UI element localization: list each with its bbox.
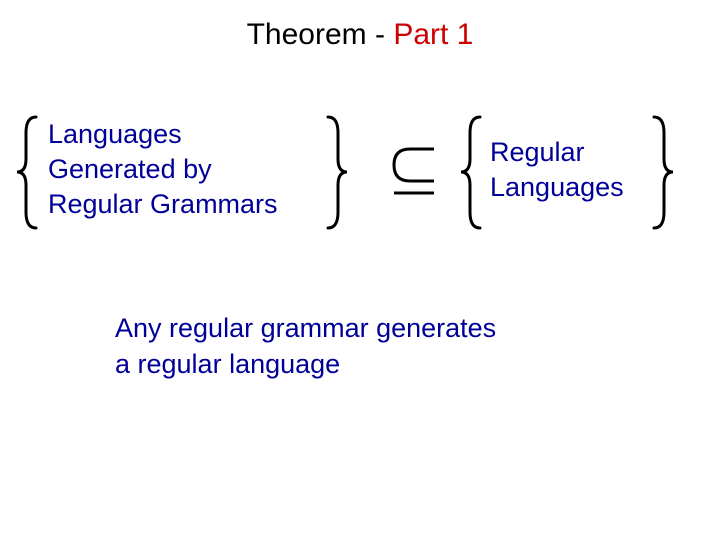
left-set-line2: Generated by (48, 152, 318, 187)
left-set-line3: Regular Grammars (48, 187, 318, 222)
left-set-line1: Languages (48, 117, 318, 152)
right-set-line1: Regular (490, 135, 710, 170)
title-suffix: Part 1 (393, 18, 473, 51)
right-set-text: Regular Languages (490, 135, 710, 205)
right-brace-open-icon (458, 115, 486, 230)
left-brace-open-icon (14, 115, 42, 230)
theorem-statement: Any regular grammar generates a regular … (115, 310, 635, 383)
right-set-line2: Languages (490, 170, 710, 205)
title-prefix: Theorem - (247, 18, 394, 51)
statement-line2: a regular language (115, 346, 635, 382)
right-brace-close-icon (648, 115, 676, 230)
statement-line1: Any regular grammar generates (115, 310, 635, 346)
left-set-text: Languages Generated by Regular Grammars (48, 117, 318, 222)
left-brace-close-icon (322, 115, 350, 230)
slide-title: Theorem - Part 1 (0, 18, 720, 52)
set-relation-row: Languages Generated by Regular Grammars … (0, 115, 720, 245)
subset-icon (390, 145, 440, 200)
